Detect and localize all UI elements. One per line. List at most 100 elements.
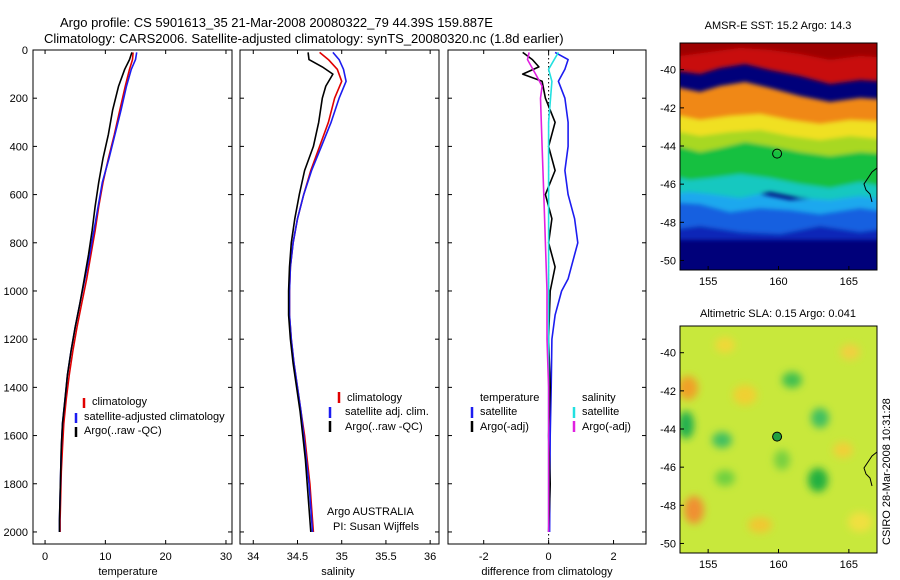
lat-tick-label: -42 <box>660 386 676 398</box>
temperature-axis-label: temperature <box>98 566 157 578</box>
series-line-salinity-1 <box>288 51 347 533</box>
temperature-axes-box <box>32 49 233 545</box>
depth-tick-label: 200 <box>10 93 28 105</box>
series-line-salinity-0 <box>288 51 343 533</box>
argo-australia-annotation: Argo AUSTRALIA <box>327 506 414 518</box>
coastline <box>863 167 877 203</box>
sst-band-yellow-green <box>680 128 877 156</box>
x-tick-label: 35.5 <box>375 551 396 563</box>
x-tick-label: 34 <box>247 551 259 563</box>
temperature-legend: climatology satellite-adjusted climatolo… <box>74 396 225 437</box>
coastline <box>863 451 877 487</box>
series-line-difference-1 <box>521 51 556 533</box>
sst-band-light-blue <box>680 189 877 214</box>
depth-tick-label: 1000 <box>4 286 28 298</box>
lat-tick-label: -44 <box>660 424 676 436</box>
sst-map-title: AMSR-E SST: 15.2 Argo: 14.3 <box>705 20 852 32</box>
salinity-legend: climatology satellite adj. clim. Argo(..… <box>328 392 429 433</box>
x-tick-label: 36 <box>424 551 436 563</box>
sla-patch <box>684 496 704 524</box>
series-line-salinity-2 <box>287 52 334 533</box>
lon-tick-label: 155 <box>699 559 717 571</box>
sla-patch <box>848 512 872 532</box>
legend-salinity-argo: Argo(-adj) <box>582 421 631 433</box>
sla-patch <box>680 376 698 400</box>
sla-patch <box>840 344 860 360</box>
sla-patch <box>733 385 757 405</box>
sst-band-dark-red <box>680 43 877 60</box>
sst-band-yellow <box>680 112 877 140</box>
lon-tick-label: 165 <box>840 276 858 288</box>
legend-temperature-satellite: satellite <box>480 406 517 418</box>
legend-argo: Argo(..raw -QC) <box>345 421 423 433</box>
difference-plot-lines <box>521 50 579 544</box>
lon-tick-label: 160 <box>769 559 787 571</box>
timestamp-label: CSIRO 28-Mar-2008 10:31:28 <box>881 398 893 545</box>
depth-tick-label: 1600 <box>4 431 28 443</box>
sst-heatmap <box>680 43 877 270</box>
x-tick-label: 0 <box>546 551 552 563</box>
sla-patch <box>715 337 735 353</box>
sst-band-green <box>680 140 877 188</box>
legend-satellite-adjusted: satellite-adjusted climatology <box>84 411 225 423</box>
series-line-temperature-2 <box>58 52 133 532</box>
lon-tick-label: 155 <box>699 276 717 288</box>
temperature-plot-lines <box>58 52 138 532</box>
lat-tick-label: -48 <box>660 217 676 229</box>
series-line-difference-3 <box>526 52 550 532</box>
series-line-temperature-1 <box>58 52 138 532</box>
sla-patch <box>748 517 772 533</box>
difference-ticks: -2 0 2 <box>448 49 646 563</box>
difference-panel: -2 0 2 difference from climatology tempera… <box>447 49 647 578</box>
sst-ticks: 155 160 165 -40 -42 -44 -46 -48 -50 <box>660 65 858 288</box>
legend-climatology: climatology <box>347 392 403 404</box>
depth-tick-label: 600 <box>10 190 28 202</box>
sla-patch <box>774 450 790 470</box>
legend-salinity-satellite: satellite <box>582 406 619 418</box>
legend-climatology: climatology <box>92 396 148 408</box>
lat-tick-label: -40 <box>660 348 676 360</box>
legend-salinity-header: salinity <box>582 392 616 404</box>
legend-argo: Argo(..raw -QC) <box>84 425 162 437</box>
salinity-ticks: 34 34.5 35 35.5 36 <box>240 49 439 563</box>
figure-title-line-2: Climatology: CARS2006. Satellite-adjuste… <box>44 31 564 46</box>
depth-tick-label: 1400 <box>4 382 28 394</box>
sst-band-orange <box>680 82 877 124</box>
lat-tick-label: -42 <box>660 103 676 115</box>
sla-argo-location-marker <box>772 431 783 442</box>
pi-annotation: PI: Susan Wijffels <box>333 521 419 533</box>
sla-patch <box>811 408 829 428</box>
sst-argo-location-marker <box>772 148 783 159</box>
lon-tick-label: 160 <box>769 276 787 288</box>
lon-tick-label: 165 <box>840 559 858 571</box>
x-tick-label: 2 <box>610 551 616 563</box>
legend-satellite-adj: satellite adj. clim. <box>345 406 429 418</box>
depth-tick-label: 1200 <box>4 334 28 346</box>
figure-title-line-1: Argo profile: CS 5901613_35 21-Mar-2008 … <box>60 15 493 30</box>
sla-map-panel: Altimetric SLA: 0.15 Argo: 0.041 <box>660 308 878 571</box>
series-line-difference-0 <box>548 51 579 533</box>
x-tick-label: 34.5 <box>287 551 308 563</box>
x-tick-label: 30 <box>220 551 232 563</box>
x-tick-label: 10 <box>99 551 111 563</box>
lat-tick-label: -50 <box>660 255 676 267</box>
sla-patch <box>715 470 735 486</box>
sla-patch <box>808 468 828 492</box>
salinity-axis-label: salinity <box>321 566 355 578</box>
legend-temperature-argo: Argo(-adj) <box>480 421 529 433</box>
salinity-panel: 34 34.5 35 35.5 36 salinity climatology sate… <box>239 49 440 578</box>
depth-tick-label: 2000 <box>4 527 28 539</box>
sla-patch <box>833 442 853 458</box>
depth-tick-label: 400 <box>10 141 28 153</box>
lat-tick-label: -50 <box>660 538 676 550</box>
x-tick-label: 35 <box>336 551 348 563</box>
legend-temperature-header: temperature <box>480 392 539 404</box>
lat-tick-label: -46 <box>660 179 676 191</box>
depth-tick-label: 1800 <box>4 479 28 491</box>
sst-band-cyan <box>680 172 877 200</box>
salinity-plot-lines <box>287 51 347 533</box>
sla-patch <box>782 372 802 388</box>
x-tick-label: 20 <box>160 551 172 563</box>
difference-axes-box <box>447 49 647 545</box>
difference-axis-label: difference from climatology <box>481 566 613 578</box>
